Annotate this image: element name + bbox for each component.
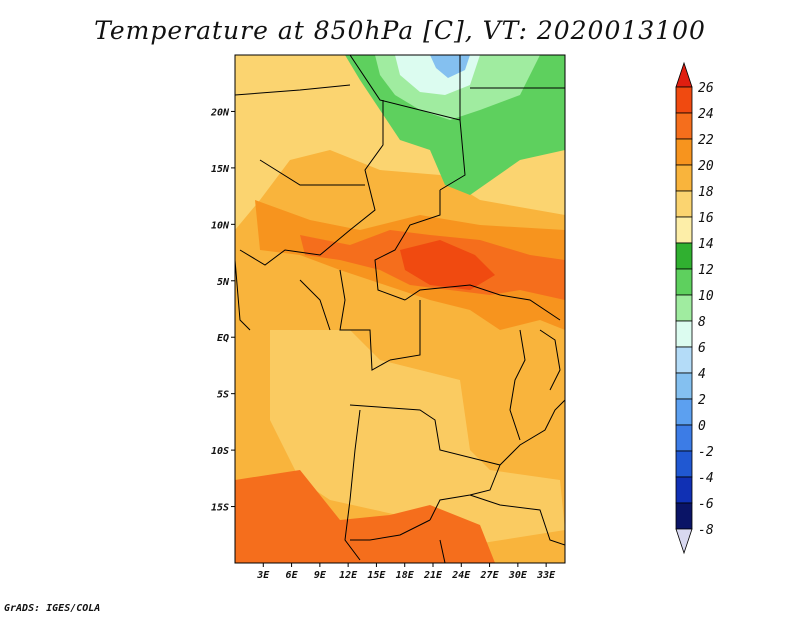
lon-label: 33E — [536, 570, 556, 581]
colorbar-swatch — [676, 87, 692, 113]
lat-label: 15S — [211, 503, 229, 514]
colorbar-swatch — [676, 165, 692, 191]
colorbar-label: 24 — [698, 107, 714, 122]
colorbar-label: -2 — [698, 445, 714, 460]
colorbar-swatch — [676, 373, 692, 399]
colorbar-swatch — [676, 139, 692, 165]
colorbar-swatch — [676, 503, 692, 529]
lon-label: 30E — [508, 570, 528, 581]
lon-label: 15E — [367, 570, 386, 581]
colorbar-swatch — [676, 243, 692, 269]
colorbar-bottom-arrow — [676, 529, 692, 553]
lat-label: EQ — [217, 333, 229, 344]
colorbar-label: 4 — [698, 367, 706, 382]
colorbar-label: 22 — [698, 133, 714, 148]
lon-label: 6E — [286, 570, 299, 581]
colorbar-swatch — [676, 269, 692, 295]
lat-label: 10N — [211, 220, 230, 231]
colorbar-label: 14 — [698, 237, 714, 252]
lon-label: 3E — [256, 570, 270, 581]
colorbar-swatch — [676, 425, 692, 451]
lat-label: 15N — [211, 164, 230, 175]
lon-label: 18E — [396, 570, 415, 581]
lon-label: 9E — [314, 570, 327, 581]
lat-label: 5N — [217, 277, 230, 288]
colorbar-swatch — [676, 295, 692, 321]
credit-text: GrADS: IGES/COLA — [4, 603, 100, 614]
colorbar-top-arrow — [676, 63, 692, 87]
lon-label: 12E — [339, 570, 358, 581]
latitude-axis: 20N 15N 10N 5N EQ 5S 10S 15S — [210, 107, 235, 513]
colorbar-swatch — [676, 113, 692, 139]
lon-label: 24E — [451, 570, 471, 581]
colorbar-label: 10 — [698, 289, 714, 304]
lat-label: 10S — [211, 446, 229, 457]
colorbar-swatch — [676, 347, 692, 373]
colorbar-swatch — [676, 451, 692, 477]
map-figure: 20N 15N 10N 5N EQ 5S 10S 15S 3E 6E 9E 12E 15E 18E 21E… — [0, 0, 800, 618]
colorbar-label: 12 — [698, 263, 714, 278]
colorbar-label: 8 — [698, 315, 706, 330]
colorbar-swatch — [676, 217, 692, 243]
colorbar-label: 16 — [698, 211, 714, 226]
longitude-axis: 3E 6E 9E 12E 15E 18E 21E 24E 27E 30E 33E — [256, 563, 556, 581]
lon-label: 21E — [423, 570, 443, 581]
colorbar-label: 20 — [698, 159, 714, 174]
lat-label: 20N — [210, 107, 230, 118]
colorbar-label: 0 — [698, 419, 706, 434]
colorbar-label: -8 — [698, 523, 714, 538]
colorbar-label: 6 — [698, 341, 706, 356]
colorbar-label: 18 — [698, 185, 714, 200]
colorbar-label: 26 — [698, 81, 714, 96]
colorbar-label: -4 — [698, 471, 714, 486]
lat-label: 5S — [217, 390, 229, 401]
colorbar-swatch — [676, 477, 692, 503]
colorbar-swatch — [676, 399, 692, 425]
colorbar-label: -6 — [698, 497, 714, 512]
lon-label: 27E — [480, 570, 500, 581]
colorbar-swatch — [676, 321, 692, 347]
colorbar-label: 2 — [698, 393, 706, 408]
colorbar-swatch — [676, 191, 692, 217]
